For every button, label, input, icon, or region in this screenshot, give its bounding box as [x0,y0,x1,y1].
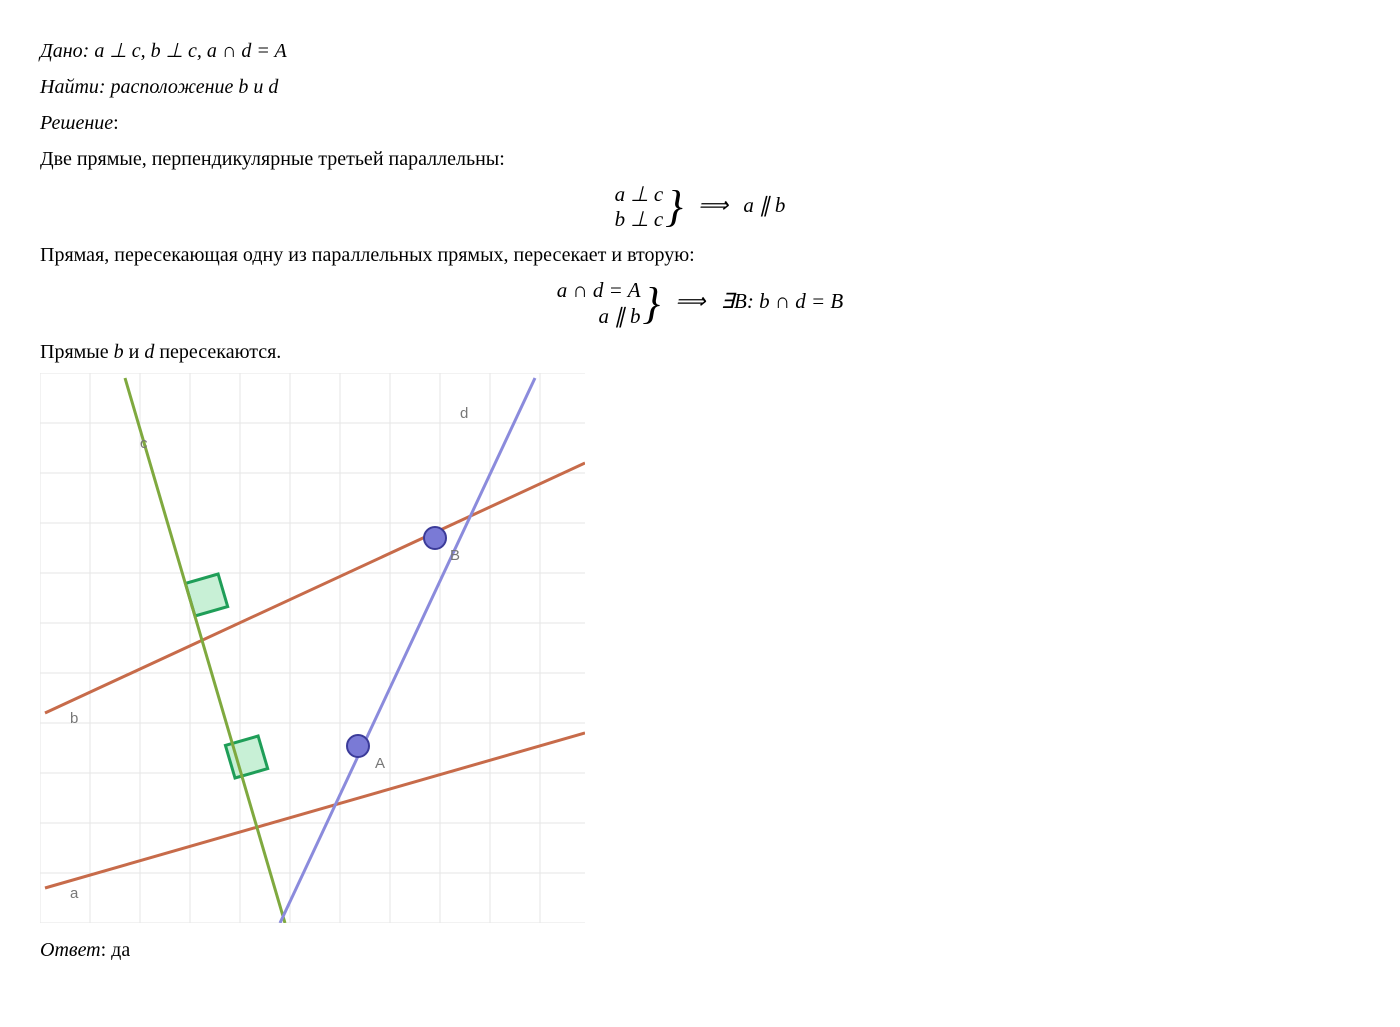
math1-row1: a ⊥ c [615,182,664,207]
svg-text:a: a [70,885,79,902]
statement-3-prefix: Прямые [40,341,114,363]
math2-result: ∃B: b ∩ d = B [721,289,844,313]
statement-2: Прямая, пересекающая одну из параллельны… [40,240,1360,270]
svg-text:B: B [450,547,460,564]
geometry-graph: a b c d A B [40,373,1360,929]
brace-icon: } [643,282,661,326]
svg-text:c: c [140,435,148,452]
given-expr: : a ⊥ c, b ⊥ c, a ∩ d = A [83,40,287,62]
math2-row2: a ∥ b [599,304,641,329]
svg-text:A: A [375,755,385,772]
svg-text:d: d [460,405,468,422]
statement-1: Две прямые, перпендикулярные третьей пар… [40,144,1360,174]
s3-d: d [144,341,154,363]
find-line: Найти: расположение b и d [40,72,1360,102]
implies-arrow-1: ⟹ [698,193,728,217]
svg-text:b: b [70,710,78,727]
solution-line: Решение: [40,108,1360,138]
answer-line: Ответ: да [40,935,1360,965]
solution-colon: : [113,112,119,134]
answer-label: Ответ [40,939,101,961]
statement-3: Прямые b и d пересекаются. [40,337,1360,367]
solution-label: Решение [40,112,113,134]
math-block-2: a ∩ d = A a ∥ b } ⟹ ∃B: b ∩ d = B [40,278,1360,328]
brace-icon: } [665,185,683,229]
math1-result: a ∥ b [743,193,785,217]
s3-and: и [124,341,145,363]
math1-row2: b ⊥ c [615,207,664,232]
given-label: Дано [40,40,83,62]
implies-arrow-2: ⟹ [675,289,705,313]
math-block-1: a ⊥ c b ⊥ c } ⟹ a ∥ b [40,182,1360,232]
find-label: Найти [40,76,99,98]
math2-row1: a ∩ d = A [557,278,641,303]
graph-svg: a b c d A B [40,373,585,923]
answer-text: : да [101,939,131,961]
s3-suffix: пересекаются. [154,341,281,363]
find-expr: : расположение b и d [99,76,279,98]
s3-b: b [114,341,124,363]
given-line: Дано: a ⊥ c, b ⊥ c, a ∩ d = A [40,36,1360,66]
